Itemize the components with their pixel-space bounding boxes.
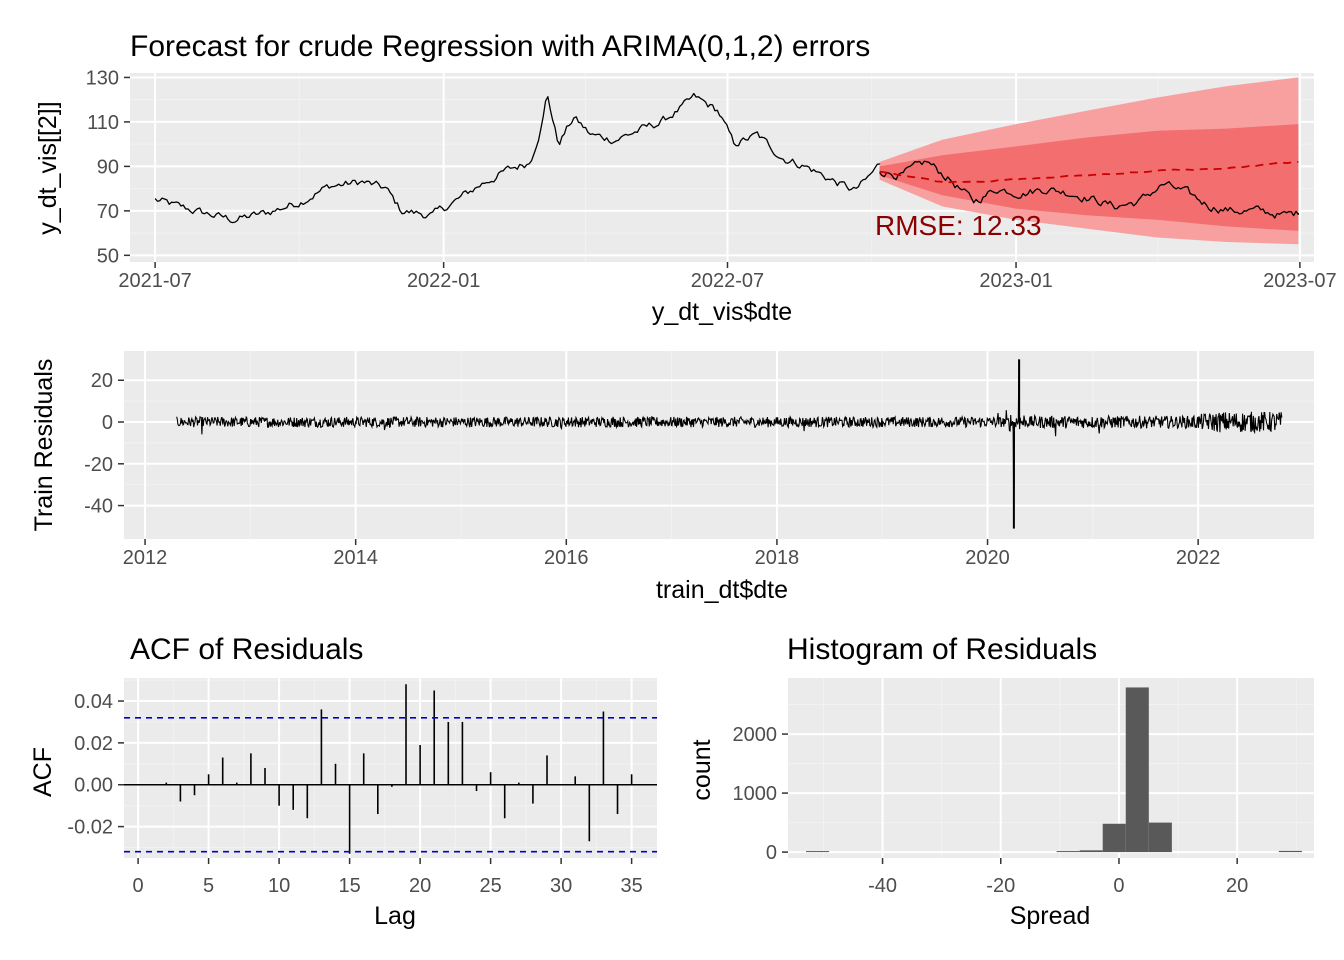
residuals-x-title: train_dt$dte: [656, 576, 788, 604]
forecast-x-tick-label: 2023-01: [979, 270, 1052, 292]
residuals-y-title: Train Residuals: [30, 359, 58, 532]
histogram-bar: [806, 851, 829, 852]
rmse-annotation: RMSE: 12.33: [875, 210, 1042, 241]
forecast-chart: Forecast for crude Regression with ARIMA…: [34, 30, 1337, 326]
forecast-x-tick-label: 2022-01: [407, 270, 480, 292]
residuals-y-tick-label: -40: [84, 496, 113, 518]
acf-y-tick-label: 0.02: [74, 733, 113, 755]
histogram-x-tick-label: -20: [986, 875, 1015, 897]
histogram-x-ticks: -40 -20 0 20: [868, 858, 1248, 897]
residuals-panel: [124, 351, 1314, 539]
acf-x-tick-label: 25: [479, 875, 501, 897]
forecast-y-tick-label: 90: [97, 156, 119, 178]
histogram-bar: [1126, 687, 1149, 852]
residuals-y-tick-label: 20: [91, 370, 113, 392]
acf-y-tick-label: 0.04: [74, 691, 113, 713]
forecast-y-tick-label: 130: [86, 67, 119, 89]
acf-x-tick-label: 0: [133, 875, 144, 897]
histogram-x-tick-label: 0: [1113, 875, 1124, 897]
acf-x-tick-label: 10: [268, 875, 290, 897]
forecast-x-tick-label: 2022-07: [691, 270, 764, 292]
histogram-bar: [1103, 824, 1126, 852]
forecast-y-title: y_dt_vis[[2]]: [34, 101, 62, 234]
forecast-x-ticks: 2021-07 2022-01 2022-07 2023-01 2023-07: [118, 262, 1336, 292]
histogram-y-tick-label: 1000: [733, 783, 778, 805]
residuals-y-tick-label: -20: [84, 454, 113, 476]
residuals-x-tick-label: 2014: [333, 547, 378, 569]
forecast-x-title: y_dt_vis$dte: [652, 298, 792, 326]
acf-x-tick-label: 35: [620, 875, 642, 897]
acf-x-tick-label: 5: [203, 875, 214, 897]
forecast-title: Forecast for crude Regression with ARIMA…: [130, 30, 870, 63]
acf-chart: ACF of Residuals -0.02 0.00 0.02 0.04 0 5 10 1…: [29, 633, 657, 930]
forecast-y-tick-label: 50: [97, 245, 119, 267]
histogram-bar: [1149, 823, 1172, 853]
residuals-x-tick-label: 2020: [965, 547, 1010, 569]
histogram-y-tick-label: 2000: [733, 724, 778, 746]
acf-x-tick-label: 15: [338, 875, 360, 897]
histogram-bar: [1279, 851, 1302, 852]
acf-x-ticks: 0 5 10 15 20 25 30 35: [133, 858, 643, 897]
histogram-x-tick-label: 20: [1226, 875, 1248, 897]
forecast-y-ticks: 50 70 90 110 130: [86, 67, 130, 267]
histogram-bar: [1057, 851, 1080, 852]
acf-title: ACF of Residuals: [130, 633, 363, 666]
forecast-x-tick-label: 2021-07: [118, 270, 191, 292]
acf-panel: [124, 678, 657, 858]
residuals-y-tick-label: 0: [102, 412, 113, 434]
acf-x-tick-label: 30: [550, 875, 572, 897]
histogram-x-title: Spread: [1010, 902, 1091, 930]
acf-y-tick-label: -0.02: [67, 817, 113, 839]
residuals-chart: -40 -20 0 20 2012 2014 2016 2018 2020 2022 train…: [30, 351, 1314, 604]
residuals-x-tick-label: 2018: [755, 547, 800, 569]
acf-y-title: ACF: [29, 747, 57, 797]
acf-y-tick-label: 0.00: [74, 775, 113, 797]
acf-y-ticks: -0.02 0.00 0.02 0.04: [67, 691, 124, 839]
residuals-x-tick-label: 2016: [544, 547, 589, 569]
histogram-title: Histogram of Residuals: [787, 633, 1097, 666]
residuals-x-ticks: 2012 2014 2016 2018 2020 2022: [123, 539, 1221, 569]
acf-x-title: Lag: [374, 902, 416, 930]
acf-x-tick-label: 20: [409, 875, 431, 897]
forecast-y-tick-label: 70: [97, 201, 119, 223]
forecast-y-tick-label: 110: [87, 112, 119, 134]
histogram-bar: [1080, 850, 1103, 852]
histogram-chart: Histogram of Residuals 0 1000 2000 -40 -20 0…: [688, 633, 1314, 930]
histogram-y-title: count: [688, 739, 716, 800]
residuals-x-tick-label: 2012: [123, 547, 168, 569]
histogram-x-tick-label: -40: [868, 875, 897, 897]
histogram-y-tick-label: 0: [766, 842, 777, 864]
residuals-y-ticks: -40 -20 0 20: [84, 370, 124, 517]
forecast-x-tick-label: 2023-07: [1263, 270, 1336, 292]
residuals-x-tick-label: 2022: [1176, 547, 1221, 569]
histogram-y-ticks: 0 1000 2000: [733, 724, 789, 864]
